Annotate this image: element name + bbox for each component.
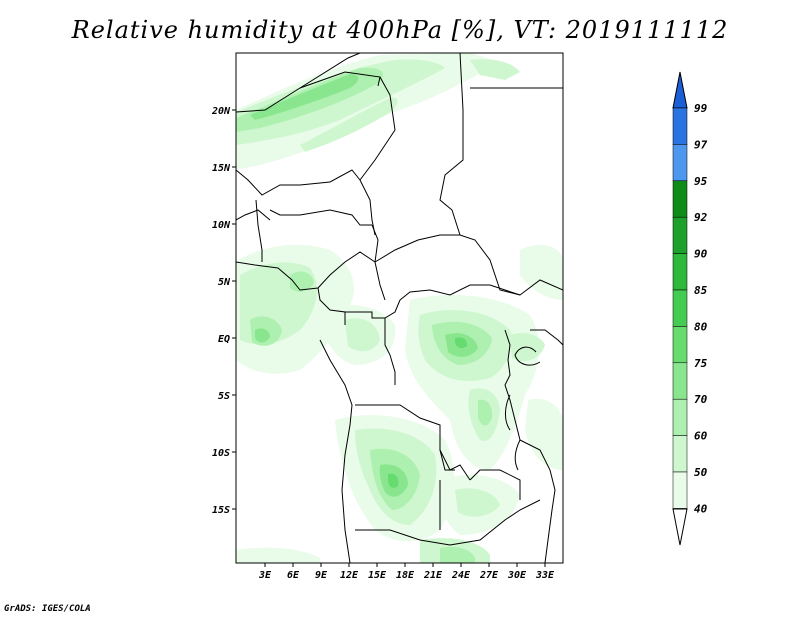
colorbar-swatch <box>672 253 688 291</box>
grads-credit: GrADS: IGES/COLA <box>4 604 91 614</box>
colorbar: 99 97 95 92 90 85 80 75 70 60 50 40 <box>672 71 708 546</box>
colorbar-swatch <box>672 289 688 327</box>
lon-label: 21E <box>423 570 443 581</box>
lon-label: 30E <box>507 570 527 581</box>
colorbar-label: 92 <box>694 211 708 224</box>
colorbar-bottom-arrow <box>672 508 688 546</box>
lon-label: 15E <box>368 570 387 581</box>
lon-label: 18E <box>396 570 415 581</box>
colorbar-swatch <box>672 216 688 254</box>
lat-label: 5N <box>218 277 231 288</box>
colorbar-label: 85 <box>694 284 708 297</box>
colorbar-swatch <box>672 326 688 364</box>
lat-label: 5S <box>218 391 230 402</box>
colorbar-label: 40 <box>694 502 708 515</box>
colorbar-label: 99 <box>694 102 708 115</box>
colorbar-swatch <box>672 471 688 509</box>
colorbar-label: 75 <box>694 357 708 370</box>
lat-label: 15S <box>212 505 230 516</box>
map-frame <box>235 52 564 564</box>
lon-label: 12E <box>340 570 359 581</box>
lon-label: 24E <box>451 570 471 581</box>
lat-label: 20N <box>211 106 231 117</box>
lat-label: 10S <box>212 448 230 459</box>
colorbar-label: 60 <box>694 430 708 443</box>
lat-label: 15N <box>212 163 231 174</box>
colorbar-label: 95 <box>694 175 708 188</box>
colorbar-label: 90 <box>694 248 708 261</box>
colorbar-top-arrow <box>672 71 688 109</box>
lat-label: 10N <box>212 220 231 231</box>
lon-label: 6E <box>287 570 300 581</box>
country-borders <box>236 53 563 563</box>
axis-ticks <box>232 109 546 567</box>
colorbar-label: 97 <box>694 138 708 151</box>
colorbar-swatch <box>672 362 688 400</box>
colorbar-label: 70 <box>694 393 708 406</box>
colorbar-swatch <box>672 144 688 182</box>
lon-label: 9E <box>315 570 328 581</box>
colorbar-swatch <box>672 398 688 436</box>
colorbar-swatch <box>672 180 688 218</box>
chart-title: Relative humidity at 400hPa [%], VT: 201… <box>71 16 729 44</box>
lon-label: 27E <box>479 570 499 581</box>
colorbar-label: 80 <box>694 320 708 333</box>
lat-label: EQ <box>218 334 230 345</box>
colorbar-swatch <box>672 107 688 145</box>
humidity-field <box>236 53 563 563</box>
lon-label: 3E <box>258 570 272 581</box>
colorbar-label: 50 <box>694 466 708 479</box>
colorbar-swatch <box>672 435 688 473</box>
lon-label: 33E <box>535 570 555 581</box>
